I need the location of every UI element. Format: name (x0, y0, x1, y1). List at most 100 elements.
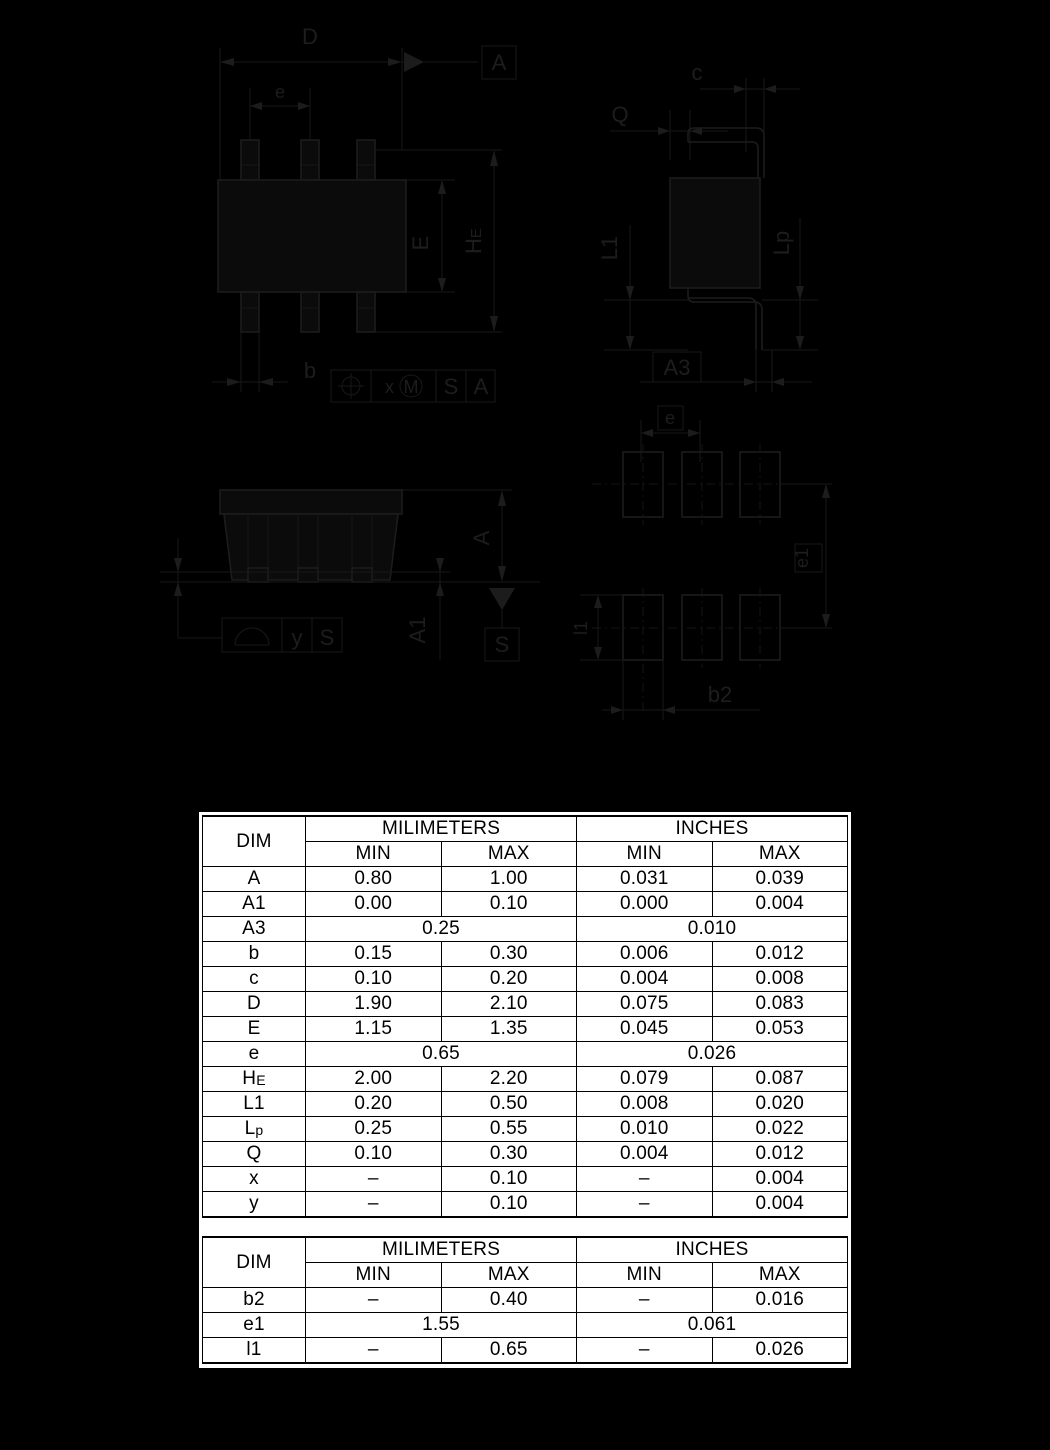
header-in-min: MIN (576, 841, 713, 867)
table-row: E 1.15 1.35 0.045 0.053 (202, 1016, 848, 1042)
cell-mm-min: – (305, 1191, 442, 1218)
cell-dim: Lp (202, 1116, 306, 1142)
label-datum-A: A (492, 50, 507, 75)
footprint-dimension-table: DIM MILIMETERS INCHES MIN MAX MIN MAX b2… (202, 1236, 848, 1364)
table-row: e 0.65 0.026 (202, 1041, 848, 1067)
package-body-front-cap (219, 489, 403, 515)
cell-mm-max: 0.30 (440, 941, 577, 967)
cell-dim: HE (202, 1066, 306, 1092)
cell-mm-max: 0.10 (440, 891, 577, 917)
lead-top-3 (356, 139, 376, 181)
lead-bottom-3 (356, 291, 376, 333)
cell-in-min: 0.045 (576, 1016, 713, 1042)
cell-mm-min: 0.10 (305, 966, 442, 992)
cell-in-span: 0.010 (576, 916, 848, 942)
lead-bottom-2 (300, 291, 320, 333)
label-b2: b2 (708, 682, 732, 707)
header2-mm-min: MIN (305, 1262, 442, 1288)
header2-in-max: MAX (711, 1262, 848, 1288)
cell-dim: A3 (202, 916, 306, 942)
cell-in-max: 0.004 (711, 1191, 848, 1218)
label-b: b (304, 358, 316, 383)
table-row: A1 0.00 0.10 0.000 0.004 (202, 891, 848, 917)
lead-bottom-1 (240, 291, 260, 333)
cell-mm-span: 1.55 (305, 1312, 577, 1338)
cell-in-max: 0.004 (711, 891, 848, 917)
cell-mm-span: 0.25 (305, 916, 577, 942)
cell-mm-min: – (305, 1287, 442, 1313)
cell-mm-min: 0.20 (305, 1091, 442, 1117)
table-row: A3 0.25 0.010 (202, 916, 848, 942)
cell-in-min: 0.010 (576, 1116, 713, 1142)
cell-dim: y (202, 1191, 306, 1218)
cell-dim: Q (202, 1141, 306, 1167)
cell-dim: x (202, 1166, 306, 1192)
table-row: Q 0.10 0.30 0.004 0.012 (202, 1141, 848, 1167)
lead-gullwing-upper (687, 127, 765, 178)
header2-units-mm: MILIMETERS (305, 1236, 577, 1263)
cell-dim: e (202, 1041, 306, 1067)
datum-box-A (481, 45, 517, 80)
cell-dim: b (202, 941, 306, 967)
header2-units-in: INCHES (576, 1236, 848, 1263)
header2-in-min: MIN (576, 1262, 713, 1288)
table-row: x –0.10–0.004 (202, 1166, 848, 1192)
cell-in-min: 0.000 (576, 891, 713, 917)
fcf-datum-1: S (444, 374, 459, 399)
cell-mm-max: 0.50 (440, 1091, 577, 1117)
label-e1: e1 (792, 548, 812, 568)
cell-in-max: 0.008 (711, 966, 848, 992)
feature-control-frame-profile: y S (221, 617, 343, 653)
cell-dim: e1 (202, 1312, 306, 1338)
foot-1 (247, 567, 269, 583)
cell-in-span: 0.061 (576, 1312, 848, 1338)
cell-in-max: 0.022 (711, 1116, 848, 1142)
cell-dim: l1 (202, 1337, 306, 1364)
header-mm-max: MAX (440, 841, 577, 867)
cell-mm-max: 0.10 (440, 1166, 577, 1192)
cell-in-max: 0.083 (711, 991, 848, 1017)
cell-in-max: 0.012 (711, 941, 848, 967)
table-row: L1 0.20 0.50 0.008 0.020 (202, 1091, 848, 1117)
table-separator-gap (202, 1218, 848, 1236)
cell-in-min: – (576, 1287, 713, 1313)
label-A-height: A (469, 530, 494, 545)
cell-in-min: 0.075 (576, 991, 713, 1017)
cell-in-max: 0.020 (711, 1091, 848, 1117)
datum-triangle-S (489, 588, 515, 610)
pcb-footprint-view: e e1 l1 (571, 405, 832, 720)
cell-mm-max: 1.35 (440, 1016, 577, 1042)
cell-mm-max: 2.20 (440, 1066, 577, 1092)
cell-in-max: 0.039 (711, 866, 848, 892)
table-row: A 0.80 1.00 0.031 0.039 (202, 866, 848, 892)
label-HE: HE (461, 228, 486, 254)
table-row: c 0.10 0.20 0.004 0.008 (202, 966, 848, 992)
cell-in-span: 0.026 (576, 1041, 848, 1067)
header-in-max: MAX (711, 841, 848, 867)
fcf2-datum-1: S (320, 625, 335, 650)
cell-in-min: 0.008 (576, 1091, 713, 1117)
label-e-top: e (275, 82, 285, 102)
cell-dim: A (202, 866, 306, 892)
cell-mm-min: 0.15 (305, 941, 442, 967)
label-A1: A1 (405, 617, 430, 644)
technical-drawing-area: D A e E (160, 24, 832, 720)
fcf-tolerance: x (385, 377, 394, 397)
cell-in-min: 0.079 (576, 1066, 713, 1092)
cell-mm-max: 2.10 (440, 991, 577, 1017)
label-A3: A3 (664, 355, 691, 380)
cell-mm-max: 0.10 (440, 1191, 577, 1218)
lead-top-1 (240, 139, 260, 181)
cell-dim: E (202, 1016, 306, 1042)
cell-mm-min: 0.80 (305, 866, 442, 892)
cell-in-min: – (576, 1166, 713, 1192)
cell-in-max: 0.026 (711, 1337, 848, 1364)
table2-header-row-1: DIM MILIMETERS INCHES (202, 1236, 848, 1288)
table-row: HE 2.00 2.20 0.079 0.087 (202, 1066, 848, 1092)
table-row: e1 1.55 0.061 (202, 1312, 848, 1338)
table-row: y –0.10–0.004 (202, 1191, 848, 1218)
cell-mm-min: 0.00 (305, 891, 442, 917)
cell-dim: D (202, 991, 306, 1017)
cell-in-max: 0.004 (711, 1166, 848, 1192)
